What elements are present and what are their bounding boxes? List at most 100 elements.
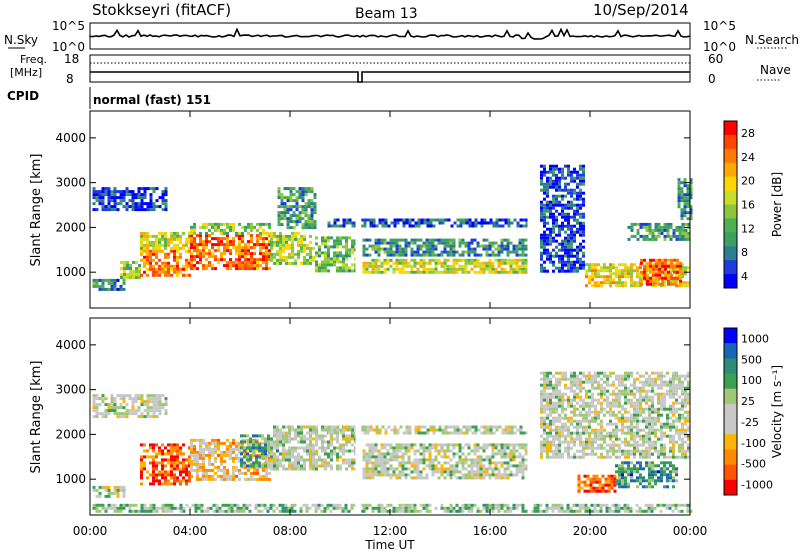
velocity-cell <box>570 371 573 375</box>
velocity-cell <box>636 371 639 375</box>
power-cell <box>110 208 114 212</box>
velocity-cell <box>645 431 648 435</box>
velocity-cell <box>291 437 294 441</box>
power-cell <box>555 164 558 168</box>
velocity-cell <box>170 476 173 480</box>
velocity-cell <box>161 406 165 410</box>
velocity-cell <box>636 431 639 435</box>
velocity-cell <box>633 431 636 435</box>
power-cell <box>521 267 525 271</box>
velocity-cell <box>363 425 367 429</box>
velocity-cell <box>564 437 567 441</box>
velocity-cell <box>558 380 561 384</box>
power-cell <box>676 258 679 262</box>
power-cell <box>500 238 504 242</box>
velocity-cell <box>500 446 504 450</box>
power-cell <box>503 270 507 274</box>
power-cell <box>164 187 168 191</box>
power-cell <box>425 247 429 251</box>
velocity-cell <box>645 407 648 411</box>
power-cell <box>164 234 167 238</box>
velocity-cell <box>392 446 396 450</box>
velocity-cell <box>368 458 372 462</box>
power-cell <box>558 242 561 246</box>
velocity-cell <box>621 380 624 384</box>
power-cell <box>110 281 114 285</box>
power-cell <box>476 253 480 257</box>
velocity-cell <box>549 446 552 450</box>
power-cell <box>143 261 146 265</box>
velocity-cell <box>155 394 159 398</box>
power-cell <box>642 222 646 226</box>
velocity-cell <box>564 392 567 396</box>
velocity-cell <box>288 428 291 432</box>
power-cell <box>686 190 690 194</box>
velocity-cell <box>300 434 303 438</box>
power-cell <box>552 203 555 207</box>
power-cell <box>339 260 342 264</box>
velocity-cell <box>179 461 182 465</box>
power-cell <box>615 266 618 270</box>
power-cell <box>549 230 552 234</box>
power-cell <box>297 243 300 247</box>
power-cell <box>122 205 126 209</box>
velocity-cell <box>300 464 303 468</box>
power-cell <box>202 246 205 250</box>
power-cell <box>491 264 495 268</box>
power-cell <box>546 206 549 210</box>
power-cell <box>570 269 573 273</box>
velocity-cell <box>149 482 152 486</box>
power-cell <box>443 258 447 262</box>
power-cell <box>342 245 345 249</box>
power-cell <box>113 202 117 206</box>
power-cell <box>190 255 193 259</box>
velocity-cell <box>604 489 608 493</box>
power-cell <box>288 237 291 241</box>
velocity-cell <box>220 450 223 454</box>
power-cell <box>558 230 561 234</box>
power-cell <box>270 252 273 256</box>
power-cell <box>497 244 501 248</box>
power-cell <box>282 243 285 247</box>
power-cell <box>657 281 660 285</box>
power-cell <box>573 266 576 270</box>
power-cell <box>378 218 382 222</box>
power-cell <box>488 264 492 268</box>
power-cell <box>182 246 185 250</box>
velocity-cell <box>330 434 333 438</box>
velocity-cell <box>155 406 159 410</box>
power-cell <box>280 202 284 206</box>
velocity-cell <box>612 398 615 402</box>
velocity-cell <box>170 446 173 450</box>
velocity-cell <box>291 446 294 450</box>
power-cell <box>507 218 511 222</box>
power-cell <box>268 267 271 271</box>
power-cell <box>410 238 414 242</box>
power-cell <box>262 246 265 250</box>
power-cell <box>420 218 424 222</box>
velocity-cell <box>238 459 241 463</box>
velocity-cell <box>606 395 609 399</box>
power-cell <box>683 208 687 212</box>
velocity-cell <box>621 416 624 420</box>
velocity-cell <box>149 394 153 398</box>
power-cell <box>404 253 408 257</box>
power-cell <box>161 234 164 238</box>
velocity-cell <box>512 458 516 462</box>
power-cell <box>351 248 354 252</box>
velocity-cell <box>196 450 199 454</box>
power-cell <box>567 224 570 228</box>
power-cell <box>241 231 244 235</box>
velocity-cell <box>386 461 390 465</box>
velocity-cell <box>416 473 420 477</box>
velocity-cell <box>214 471 217 475</box>
power-cell <box>107 281 111 285</box>
power-cell <box>143 193 147 197</box>
velocity-cell <box>464 467 468 471</box>
velocity-cell <box>648 470 651 474</box>
power-cell <box>422 261 426 265</box>
velocity-cell <box>321 440 324 444</box>
velocity-cell <box>214 450 217 454</box>
velocity-cell <box>615 416 618 420</box>
power-cell <box>633 234 637 238</box>
